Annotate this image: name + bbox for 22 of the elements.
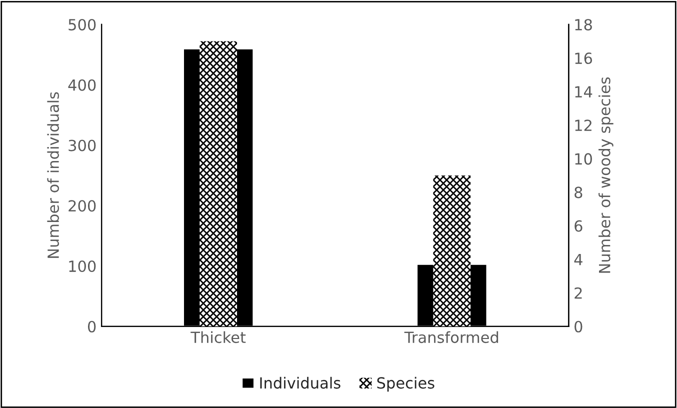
y2-tick-label: 16: [575, 52, 592, 64]
legend-label: Individuals: [260, 376, 340, 389]
y-tick-label: 200: [68, 200, 96, 212]
y2-tick-label: 0: [574, 320, 582, 332]
y2-axis-title: Number of woody species: [598, 77, 614, 273]
y-axis-title: Number of individuals: [47, 92, 60, 258]
y-tick-label: 300: [68, 140, 96, 152]
y2-tick-label: 2: [574, 287, 582, 299]
x-tick-label: Thicket: [190, 331, 246, 344]
y-tick-label: 100: [69, 260, 96, 272]
y2-tick-label: 10: [575, 153, 592, 165]
y2-tick-label: 8: [574, 186, 582, 198]
y-tick-label: 400: [68, 79, 96, 91]
x-tick-label: Transformed: [404, 331, 498, 344]
legend-label: Species: [377, 376, 434, 392]
y-tick-label: 0: [88, 320, 96, 332]
y2-tick-label: 12: [575, 120, 592, 131]
y-tick-label: 500: [68, 18, 96, 30]
y2-tick-label: 6: [574, 220, 582, 232]
y2-tick-label: 14: [575, 86, 592, 98]
y2-tick-label: 4: [574, 254, 582, 266]
y2-tick-label: 18: [575, 18, 592, 30]
